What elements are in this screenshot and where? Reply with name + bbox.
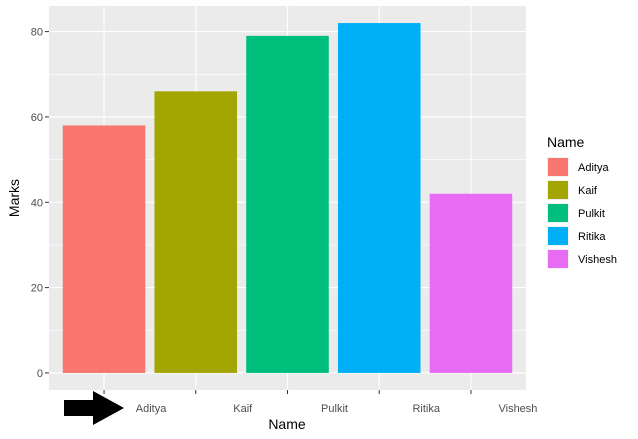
- legend-label-vishesh: Vishesh: [578, 254, 617, 266]
- y-tick-label: 20: [31, 283, 43, 295]
- y-tick-label: 40: [31, 197, 43, 209]
- legend-swatch-kaif: [548, 181, 568, 199]
- y-axis-ticks: 0 20 40 60 80: [31, 27, 49, 380]
- y-tick-label: 0: [37, 368, 43, 380]
- legend-swatch-pulkit: [548, 204, 568, 222]
- x-tick-label-pulkit: Pulkit: [321, 403, 348, 415]
- y-tick-label: 80: [31, 27, 43, 39]
- right-arrow-icon: [64, 391, 124, 425]
- x-axis-title: Name: [268, 416, 306, 432]
- x-tick-label-aditya: Aditya: [136, 403, 167, 415]
- x-axis-ticks: Aditya Kaif Pulkit Ritika Vishesh: [103, 390, 537, 415]
- legend-swatch-aditya: [548, 158, 568, 176]
- legend: Name Aditya Kaif Pulkit Ritika Vishesh: [547, 134, 617, 269]
- bar-vishesh: [429, 193, 513, 373]
- bar-kaif: [154, 91, 238, 373]
- legend-label-pulkit: Pulkit: [578, 208, 605, 220]
- y-axis-title: Marks: [6, 179, 22, 217]
- legend-label-kaif: Kaif: [578, 185, 598, 197]
- bar-ritika: [337, 23, 421, 373]
- bar-aditya: [62, 125, 146, 373]
- x-tick-label-ritika: Ritika: [412, 403, 440, 415]
- x-tick-label-vishesh: Vishesh: [498, 403, 537, 415]
- legend-swatch-ritika: [548, 227, 568, 245]
- legend-label-ritika: Ritika: [578, 231, 606, 243]
- y-tick-label: 60: [31, 112, 43, 124]
- legend-title: Name: [547, 134, 585, 150]
- x-tick-label-kaif: Kaif: [233, 403, 253, 415]
- legend-swatch-vishesh: [548, 250, 568, 268]
- bars: [62, 23, 513, 373]
- bar-pulkit: [246, 35, 329, 373]
- legend-label-aditya: Aditya: [578, 162, 609, 174]
